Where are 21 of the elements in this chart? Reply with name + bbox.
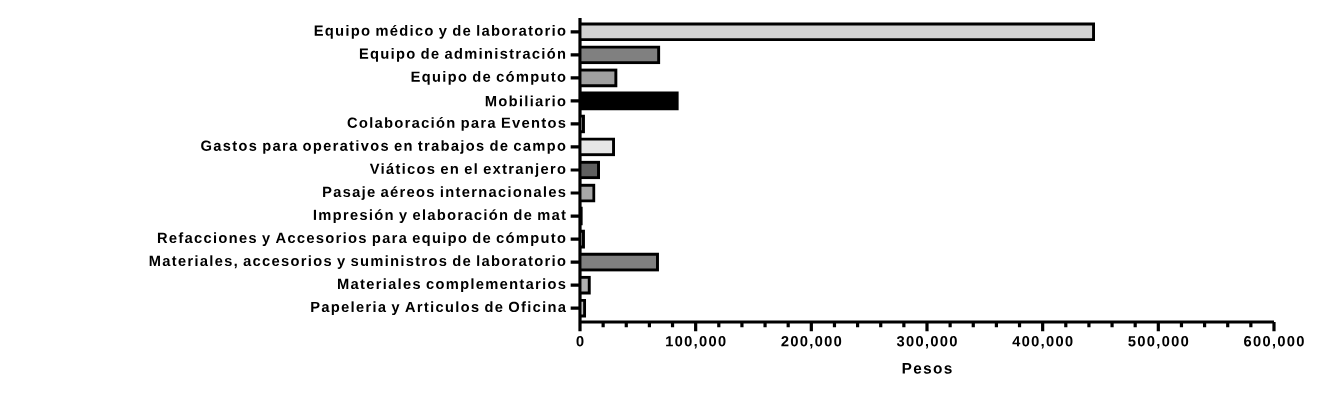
y-tick-label: Papeleria y Articulos de Oficina <box>311 301 567 315</box>
y-tick-label: Materiales, accesorios y suministros de laboratorio <box>149 255 566 269</box>
y-tick-label: Mobiliario <box>485 95 566 107</box>
x-tick-label: 300,000 <box>896 336 957 349</box>
y-tick-label: Gastos para operativos en trabajos de campo <box>201 140 566 154</box>
y-tick-label: Materiales complementarios <box>338 278 566 292</box>
x-tick-label: 0 <box>576 336 584 347</box>
x-tick-label: 200,000 <box>781 336 842 349</box>
y-tick-label: Colaboración para Eventos <box>347 117 566 131</box>
y-tick-label: Equipo de cómputo <box>411 70 566 85</box>
x-tick-label: 100,000 <box>666 336 726 349</box>
y-tick-label: Pasaje aéreos internacionales <box>323 186 566 200</box>
y-tick-label: Equipo médico y de laboratorio <box>314 24 566 39</box>
y-tick-label: Refacciones y Accesorios para equipo de cómputo <box>157 232 566 246</box>
y-tick-label: Equipo de administración <box>359 47 566 62</box>
y-tick-label: Impresión y elaboración de mat <box>313 209 566 223</box>
y-tick-label: Viáticos en el extranjero <box>369 163 566 177</box>
x-axis-title: Pesos <box>902 363 952 374</box>
x-tick-label: 400,000 <box>1012 336 1073 349</box>
x-tick-label: 500,000 <box>1128 336 1189 349</box>
x-tick-label: 600,000 <box>1244 336 1304 349</box>
